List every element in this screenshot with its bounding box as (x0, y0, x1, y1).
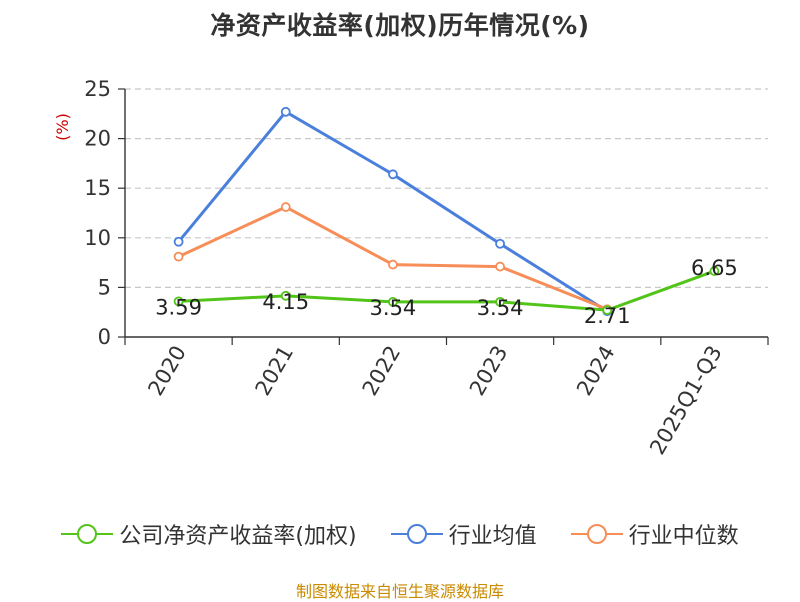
legend-label: 行业均值 (448, 524, 537, 549)
y-tick-label: 10 (84, 226, 111, 250)
data-labels: 3.59 4.15 3.54 3.54 2.71 6.65 (155, 256, 738, 328)
data-point (388, 296, 398, 307)
data-point (495, 261, 505, 272)
data-point (388, 259, 398, 270)
legend-label: 行业中位数 (628, 524, 739, 549)
legend-item[interactable]: 行业均值 (390, 518, 537, 550)
axes: 0 5 10 15 20 25 2020 2021 2022 2023 2024 2025Q1-Q3 (84, 77, 769, 459)
source-note: 制图数据来自恒生聚源数据库 (295, 582, 504, 601)
data-point (709, 266, 720, 276)
data-point (495, 296, 505, 307)
data-point (280, 202, 291, 212)
data-label: 6.65 (691, 256, 738, 280)
data-point (173, 236, 184, 247)
y-tick-label: 20 (84, 127, 111, 151)
data-point (495, 238, 505, 249)
x-tick-label: 2023 (465, 342, 513, 400)
y-axis-label: (%) (53, 113, 72, 141)
y-tick-label: 25 (84, 77, 111, 101)
y-tick-label: 15 (84, 176, 111, 200)
grid (125, 88, 768, 288)
data-label: 3.54 (477, 296, 524, 320)
data-point (280, 106, 291, 117)
data-point (280, 290, 291, 301)
data-label: 3.59 (155, 295, 202, 319)
legend-swatch-icon (570, 524, 623, 544)
x-tick-label: 2021 (251, 342, 299, 400)
x-tick-label: 2020 (143, 342, 191, 400)
x-tick-label: 2022 (358, 342, 406, 400)
legend-swatch-icon (61, 524, 114, 544)
chart-title: 净资产收益率(加权)历年情况(%) (210, 11, 590, 40)
series (173, 106, 720, 317)
data-label: 4.15 (262, 290, 309, 314)
legend-item[interactable]: 公司净资产收益率(加权) (61, 518, 357, 550)
data-label: 2.71 (584, 304, 631, 328)
legend-item[interactable]: 行业中位数 (570, 518, 739, 550)
series-line-1 (177, 110, 609, 313)
legend-label: 公司净资产收益率(加权) (119, 524, 357, 549)
y-tick-label: 5 (98, 275, 111, 299)
data-point (388, 169, 398, 180)
x-tick-label: 2025Q1-Q3 (645, 342, 727, 459)
legend-swatch-icon (390, 524, 443, 544)
data-label: 3.54 (370, 296, 417, 320)
data-point (173, 251, 184, 262)
data-point (173, 296, 184, 307)
y-tick-label: 0 (98, 325, 111, 349)
data-point (602, 305, 613, 316)
x-tick-label: 2024 (572, 342, 620, 400)
series-line-2 (177, 205, 608, 311)
legend: 公司净资产收益率(加权) 行业均值 行业中位数 (0, 518, 800, 550)
series-line-0 (178, 269, 715, 312)
